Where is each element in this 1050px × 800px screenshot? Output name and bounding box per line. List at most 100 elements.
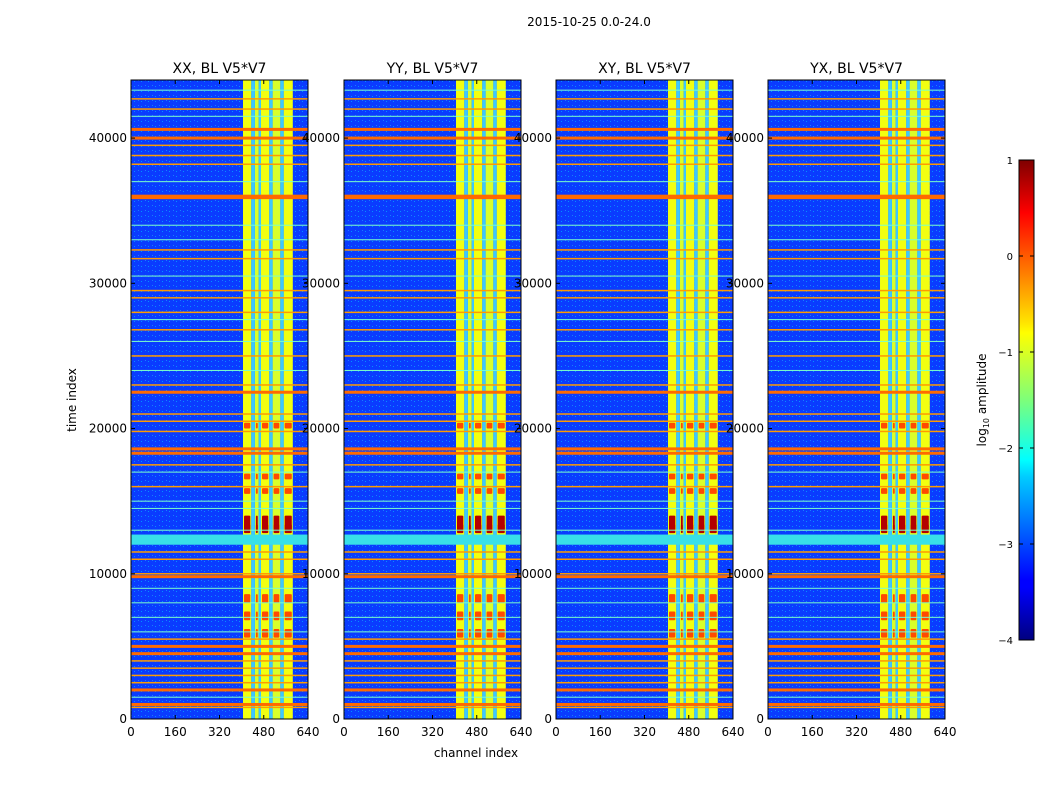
y-tick-label: 0 xyxy=(544,712,552,726)
rfi-row-medium xyxy=(768,558,945,560)
band-gap xyxy=(464,80,468,719)
rfi-row-medium xyxy=(768,289,945,292)
rfi-row-medium xyxy=(768,329,945,331)
rfi-row-light xyxy=(344,696,521,698)
y-tick-label: 0 xyxy=(756,712,764,726)
y-tick-label: 0 xyxy=(119,712,127,726)
rfi-row-medium xyxy=(768,384,945,386)
rfi-row-strong xyxy=(131,390,308,394)
rfi-row-strong xyxy=(556,136,733,140)
hot-block xyxy=(921,594,929,603)
x-tick-label: 0 xyxy=(552,725,560,739)
hot-block xyxy=(669,488,676,494)
rfi-row-light xyxy=(768,115,945,117)
signal-band xyxy=(920,80,930,719)
hot-block xyxy=(284,594,292,603)
hot-block xyxy=(255,611,258,621)
rfi-row-medium xyxy=(131,681,308,684)
hot-block xyxy=(255,488,258,494)
hot-block xyxy=(261,594,269,603)
rfi-row-strong xyxy=(344,688,521,692)
rfi-row-medium xyxy=(768,430,945,433)
hot-block xyxy=(709,524,717,534)
hot-block xyxy=(486,473,493,480)
rfi-row-light xyxy=(768,696,945,698)
rfi-row-medium xyxy=(556,384,733,386)
band-gap xyxy=(482,80,486,719)
signal-band xyxy=(272,80,281,719)
rfi-row-light xyxy=(131,616,308,618)
rfi-row-medium xyxy=(131,485,308,488)
band-gap xyxy=(258,80,261,719)
rfi-row-medium xyxy=(344,430,521,433)
panel-title: XY, BL V5*V7 xyxy=(598,61,691,77)
rfi-row-medium xyxy=(131,297,308,299)
rfi-row-medium xyxy=(556,355,733,357)
hot-block xyxy=(457,488,464,494)
band-gap xyxy=(705,80,709,719)
rfi-row-medium xyxy=(556,144,733,147)
hot-block xyxy=(921,628,929,638)
signal-band xyxy=(897,80,907,719)
panels: XX, BL V5*V7 0 160 320 480 640 0 10000 20000 3000… xyxy=(89,61,957,739)
hot-block xyxy=(881,594,888,603)
rfi-row-strong xyxy=(768,447,945,451)
rfi-row-medium xyxy=(768,420,945,423)
rfi-row-medium xyxy=(131,384,308,386)
signal-band xyxy=(679,80,684,719)
hot-block xyxy=(892,611,895,621)
hot-block xyxy=(255,594,258,603)
rfi-row-medium xyxy=(344,257,521,260)
rfi-row-medium xyxy=(768,108,945,110)
hot-block xyxy=(486,524,493,534)
rfi-row-light xyxy=(131,275,308,277)
rfi-row-light xyxy=(768,89,945,91)
rfi-row-medium xyxy=(344,667,521,669)
rfi-row-light xyxy=(344,275,521,277)
rfi-row-strong xyxy=(131,652,308,656)
rfi-row-strong xyxy=(344,451,521,455)
rfi-row-medium xyxy=(556,674,733,677)
rfi-row-medium xyxy=(131,163,308,165)
rfi-row-medium xyxy=(556,464,733,466)
rfi-row-medium xyxy=(556,257,733,260)
signal-band xyxy=(473,80,483,719)
heatmap-area xyxy=(131,80,308,719)
rfi-row-strong xyxy=(344,575,521,579)
rfi-row-strong xyxy=(556,194,733,198)
rfi-row-medium xyxy=(556,638,733,640)
hot-block xyxy=(709,488,717,494)
rfi-row-strong xyxy=(131,194,308,198)
hot-block xyxy=(669,473,676,480)
rfi-row-medium xyxy=(131,706,308,709)
rfi-row-medium xyxy=(131,289,308,292)
rfi-row-medium xyxy=(344,413,521,415)
x-tick-label: 160 xyxy=(801,725,824,739)
hot-block xyxy=(669,524,676,534)
hot-block xyxy=(244,422,251,429)
signal-band xyxy=(456,80,465,719)
rfi-row-light xyxy=(131,500,308,502)
hot-block xyxy=(261,524,269,534)
y-tick-label: 30000 xyxy=(514,276,552,290)
band-gap xyxy=(694,80,698,719)
rfi-row-medium xyxy=(344,558,521,560)
rfi-row-medium xyxy=(344,311,521,314)
rfi-row-light xyxy=(768,616,945,618)
rfi-row-medium xyxy=(344,249,521,251)
rfi-row-light xyxy=(131,115,308,117)
hot-block xyxy=(468,594,471,603)
y-tick-label: 20000 xyxy=(302,422,340,436)
hot-block xyxy=(474,628,482,638)
hot-block xyxy=(273,473,280,480)
rfi-row-medium xyxy=(344,154,521,157)
hot-block xyxy=(669,594,676,603)
colorbar-tick-label: −1 xyxy=(998,348,1013,359)
rfi-row-light xyxy=(556,319,733,321)
hot-block xyxy=(892,628,895,638)
hot-block xyxy=(921,473,929,480)
rfi-row-light xyxy=(556,696,733,698)
hot-block xyxy=(669,611,676,621)
y-tick-label: 10000 xyxy=(514,567,552,581)
hot-block xyxy=(474,473,482,480)
